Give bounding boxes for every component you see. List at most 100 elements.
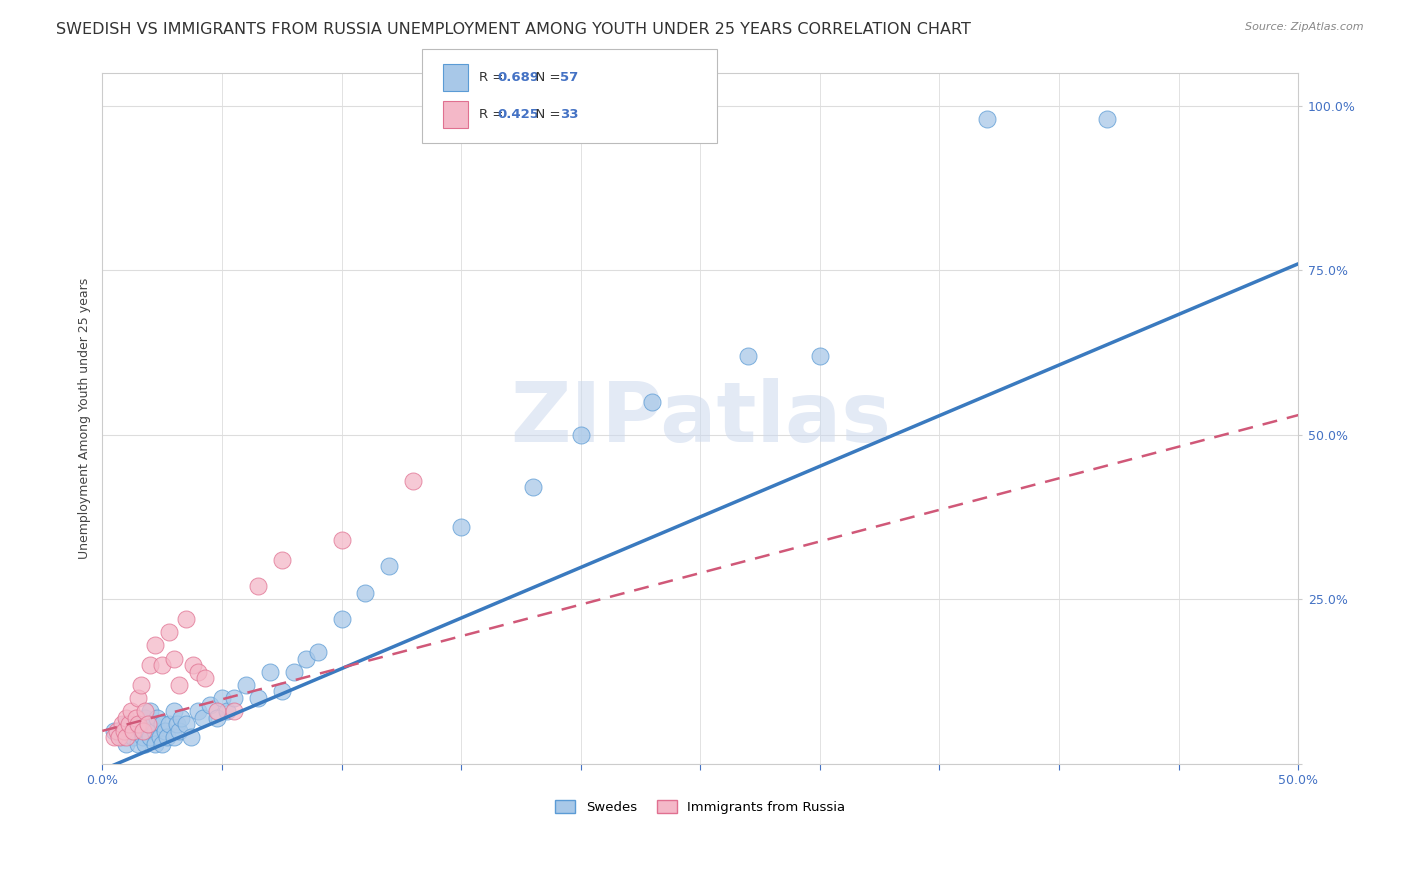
Point xyxy=(157,625,180,640)
Point xyxy=(522,480,544,494)
Point xyxy=(120,704,142,718)
Point xyxy=(330,533,353,548)
Point xyxy=(270,553,292,567)
Text: R =: R = xyxy=(479,108,508,121)
Text: 0.689: 0.689 xyxy=(498,70,540,84)
Point xyxy=(143,737,166,751)
Point xyxy=(215,704,238,718)
Point xyxy=(163,704,186,718)
Point xyxy=(181,658,204,673)
Point xyxy=(139,658,162,673)
Point xyxy=(146,711,169,725)
Point xyxy=(127,717,149,731)
Point xyxy=(149,731,172,745)
Point xyxy=(150,737,173,751)
Point xyxy=(110,717,132,731)
Point xyxy=(1095,112,1118,126)
Point xyxy=(402,474,425,488)
Text: 33: 33 xyxy=(560,108,578,121)
Point xyxy=(132,731,155,745)
Point xyxy=(641,395,664,409)
Point xyxy=(115,717,138,731)
Point xyxy=(139,704,162,718)
Point xyxy=(115,731,138,745)
Point xyxy=(976,112,998,126)
Point xyxy=(132,723,155,738)
Point xyxy=(187,665,209,679)
Point xyxy=(127,737,149,751)
Point xyxy=(134,711,156,725)
Point xyxy=(105,723,128,738)
Text: N =: N = xyxy=(527,70,565,84)
Point xyxy=(129,723,152,738)
Text: 57: 57 xyxy=(560,70,578,84)
Point xyxy=(103,731,125,745)
Point xyxy=(163,651,186,665)
Point xyxy=(191,711,214,725)
Point xyxy=(259,665,281,679)
Point xyxy=(115,711,138,725)
Text: 0.425: 0.425 xyxy=(498,108,540,121)
Point xyxy=(194,671,217,685)
Point xyxy=(167,678,190,692)
Point xyxy=(174,717,197,731)
Point xyxy=(198,698,221,712)
Point xyxy=(139,731,162,745)
Point xyxy=(569,427,592,442)
Point xyxy=(235,678,257,692)
Point xyxy=(808,349,831,363)
Point xyxy=(222,691,245,706)
Point xyxy=(246,691,269,706)
Point xyxy=(134,737,156,751)
Point xyxy=(156,731,179,745)
Point xyxy=(174,612,197,626)
Point xyxy=(125,711,148,725)
Text: N =: N = xyxy=(527,108,565,121)
Point xyxy=(270,684,292,698)
Point xyxy=(150,717,173,731)
Point xyxy=(143,723,166,738)
Point xyxy=(136,717,159,731)
Point xyxy=(170,711,193,725)
Point xyxy=(103,723,125,738)
Point xyxy=(307,645,329,659)
Point xyxy=(142,717,165,731)
Point xyxy=(110,731,132,745)
Point xyxy=(108,731,131,745)
Point xyxy=(166,717,188,731)
Point xyxy=(143,639,166,653)
Text: Source: ZipAtlas.com: Source: ZipAtlas.com xyxy=(1246,22,1364,32)
Legend: Swedes, Immigrants from Russia: Swedes, Immigrants from Russia xyxy=(550,795,851,820)
Point xyxy=(354,586,377,600)
Point xyxy=(205,711,228,725)
Point xyxy=(283,665,305,679)
Point xyxy=(136,723,159,738)
Point xyxy=(150,658,173,673)
Point xyxy=(450,520,472,534)
Point xyxy=(129,678,152,692)
Point xyxy=(211,691,233,706)
Point xyxy=(127,691,149,706)
Point xyxy=(122,723,145,738)
Point xyxy=(737,349,759,363)
Y-axis label: Unemployment Among Youth under 25 years: Unemployment Among Youth under 25 years xyxy=(79,277,91,559)
Point xyxy=(187,704,209,718)
Point xyxy=(294,651,316,665)
Point xyxy=(180,731,202,745)
Point xyxy=(246,579,269,593)
Point xyxy=(122,731,145,745)
Point xyxy=(167,723,190,738)
Point xyxy=(222,704,245,718)
Point xyxy=(120,723,142,738)
Point xyxy=(378,559,401,574)
Point xyxy=(163,731,186,745)
Point xyxy=(112,723,135,738)
Point xyxy=(153,723,176,738)
Point xyxy=(205,704,228,718)
Text: ZIPatlas: ZIPatlas xyxy=(510,378,891,458)
Point xyxy=(330,612,353,626)
Point xyxy=(118,717,141,731)
Point xyxy=(157,717,180,731)
Point xyxy=(134,704,156,718)
Point xyxy=(115,737,138,751)
